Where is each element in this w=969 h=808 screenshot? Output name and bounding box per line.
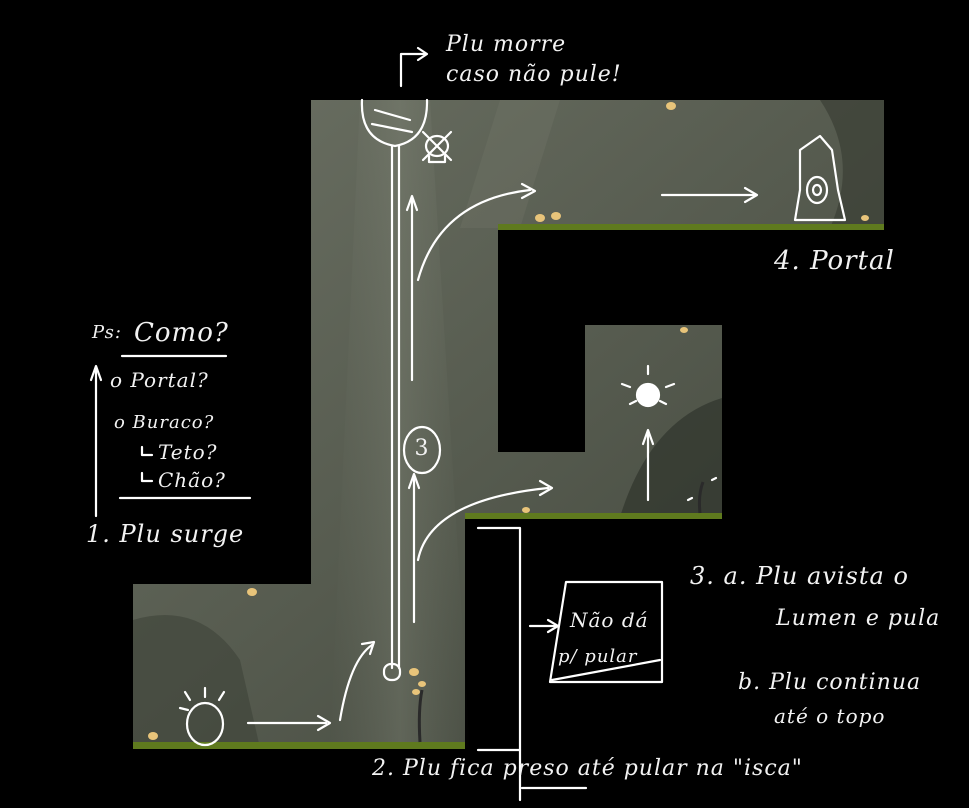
top-bracket-arrow [399,52,427,88]
ps-option-portal: o Portal? [110,368,209,392]
step3-circle-number: 3 [414,436,430,461]
sketch-overlay [89,46,847,802]
skull-icon [421,130,453,164]
cant-jump-line1: Não dá [570,608,649,632]
step3b-line1: b. Plu continua [738,670,922,695]
cant-jump-line2: p/ pular [558,646,638,667]
step3b-line2: até o topo [774,704,886,728]
step3-circle [402,425,442,475]
bulb-sketch [360,98,429,148]
ps-option-floor: Chão? [158,468,226,492]
mushroom-lights [148,102,869,740]
step1-label: 1. Plu surge [86,520,245,548]
step3a-line2: Lumen e pula [776,606,941,631]
cant-jump-box [548,580,664,684]
cave-terrain [133,100,884,749]
step2-label: 2. Plu fica preso até pular na "isca" [372,756,803,781]
ps-option-ceiling: Teto? [158,440,218,464]
portal-sketch [793,134,847,222]
portal-step-label: 4. Portal [774,246,895,276]
ps-question: Como? [134,318,229,348]
plu-dies-line1: Plu morre [446,32,567,57]
plu-dies-line2: caso não pule! [446,62,622,87]
plant-stalks [417,481,705,743]
ps-label: Ps: [92,322,122,343]
lumen-orb [635,382,661,408]
step3a-line1: 3. a. Plu avista o [690,562,909,590]
plu-player-sketch [185,701,225,747]
ps-option-hole: o Buraco? [114,412,215,433]
